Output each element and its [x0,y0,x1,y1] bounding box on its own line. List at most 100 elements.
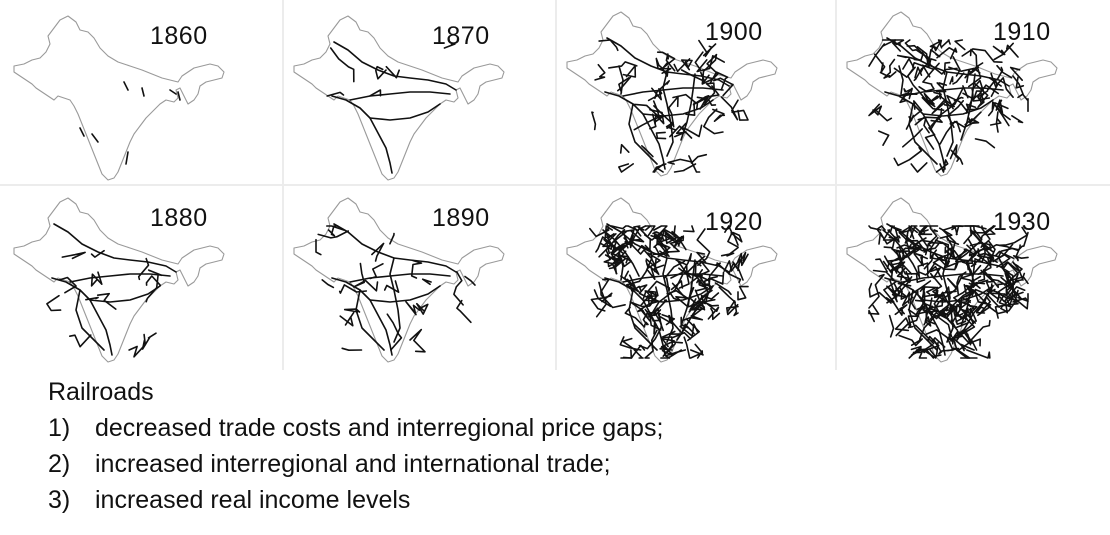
railroad-branch [618,77,630,94]
railroad-line [908,289,938,351]
railroad-branch [369,89,382,97]
railroad-branch [96,292,117,310]
railroad-branch [993,42,1014,61]
railroad-branch [868,282,892,304]
year-label: 1890 [432,204,490,232]
railroad-branch [928,58,937,68]
railroad-branch [1003,262,1023,286]
railroad-line [622,87,724,97]
railroad-branch [608,257,627,270]
railroad-branch [889,263,901,272]
railroad-branch [617,243,630,264]
railroad-branch [953,96,964,102]
list-number: 2) [48,450,71,478]
railroad-branch [918,265,943,281]
railroad-branch [938,349,954,355]
railroad-branch [872,269,897,303]
map-panel-1870: 1870 [290,8,555,188]
railroad-line [89,285,161,303]
country-outline [293,197,505,363]
railroad-line [898,65,904,95]
railroad-branch [894,317,914,332]
railroad-segment [91,133,99,143]
railroad-branch [941,39,951,48]
railroad-branch [315,238,322,256]
railroad-branch [921,64,935,78]
railroad-branch [737,285,749,301]
railroad-line [51,277,113,356]
railroad-branch [987,288,1001,308]
railroad-branch [901,266,926,284]
railroad-branch [653,105,675,129]
country-outline [13,197,225,363]
railroad-branch [632,322,648,337]
railroad-branch [453,271,464,306]
railroad-branch [892,287,908,303]
railroad-branch [963,307,977,324]
railroad-line [349,273,451,283]
railroad-branch [1000,261,1019,279]
railroad-branch [709,71,729,91]
railroad-branch [965,290,991,317]
railroad-branch [930,267,941,277]
railroad-branch [918,314,953,341]
railroad-line [622,273,724,283]
railroad-branch [137,257,150,281]
railroad-branch [660,349,682,359]
railroad-branch [421,278,432,286]
railroad-branch [610,230,628,255]
railroad-branch [937,246,953,259]
railroad-branch [647,277,671,292]
railroad-branch [737,251,747,267]
railroad-branch [930,116,943,123]
railroad-branch [685,102,696,116]
railroad-branch [386,313,403,351]
railroad-branch [730,231,743,246]
railroad-branch [687,296,716,307]
railroad-branch [910,239,934,249]
railroad-branch [898,334,923,347]
railroad-branch [341,347,363,351]
railroad-branch [914,324,935,345]
railroad-branch [1015,76,1025,89]
railroad-branch [987,102,1009,117]
railroad-branch [948,331,958,342]
railroad-branch [989,117,1002,126]
railroad-branch [657,232,666,248]
railroad-segment [169,89,177,95]
railroad-branch [917,116,930,134]
railroad-branch [995,111,999,133]
railroad-branch [991,101,1011,121]
railroad-branch [720,96,739,121]
railroad-branch [889,225,902,234]
year-label: 1910 [993,18,1051,46]
railroad-line [922,99,994,117]
railroad-branch [953,282,975,304]
railroad-branch [622,337,636,351]
railroad-branch [985,281,1012,299]
india-map [566,197,778,363]
railroad-branch [718,286,736,303]
railroad-branch [669,292,680,302]
railroad-branch [936,82,948,93]
country-outline [13,15,225,181]
railroad-branch [145,275,162,287]
railroad-branch [701,53,719,85]
railroad-branch [726,300,739,317]
railroad-line [369,103,441,121]
railroad-branch [661,330,682,338]
list-text: increased real income levels [95,486,411,514]
railroad-branch [591,111,597,131]
railroad-branch [728,262,739,275]
railroad-branch [90,271,103,287]
railroad-branch [644,329,658,359]
railroad-branch [966,349,991,359]
railroad-branch [992,243,1015,263]
railroad-branch [1002,289,1019,307]
list-number: 1) [48,414,71,442]
railroad-branch [680,124,703,138]
railroad-line [331,95,393,174]
railroad-branch [903,88,913,100]
year-label: 1930 [993,208,1051,236]
railroad-branch [953,311,967,325]
